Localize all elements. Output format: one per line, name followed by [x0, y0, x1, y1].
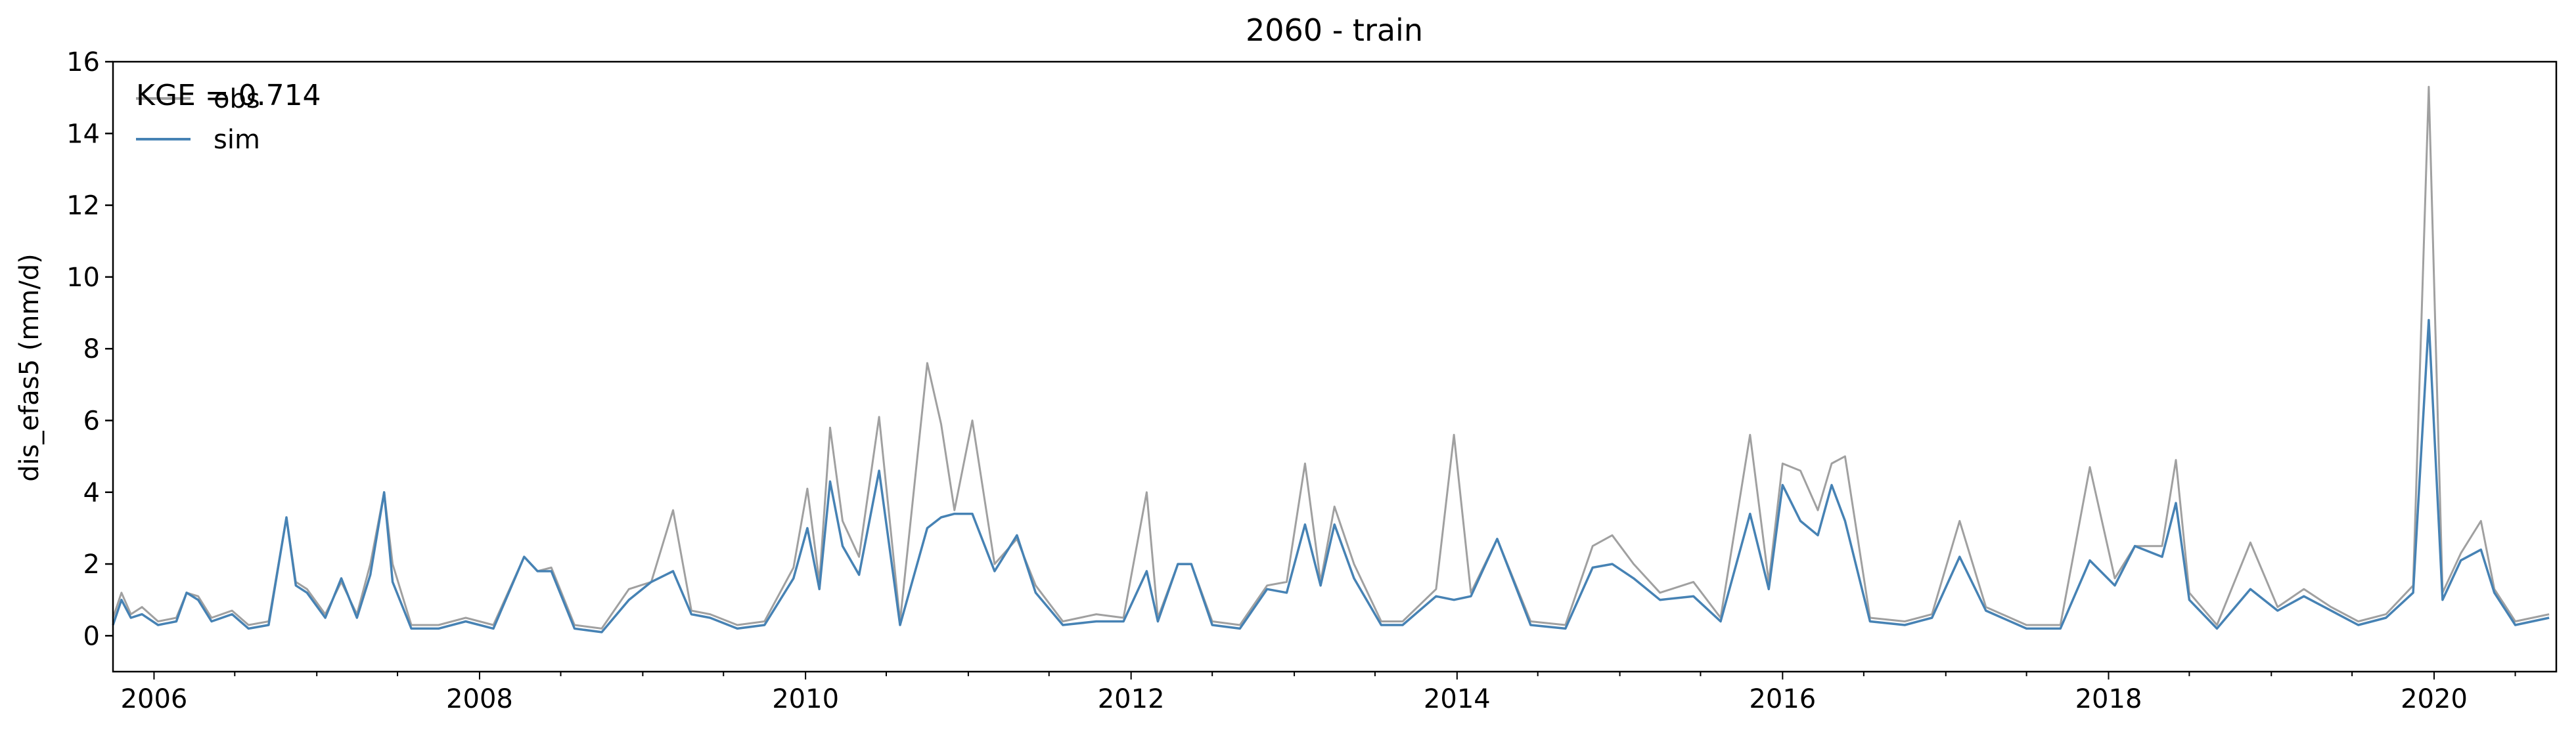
kge-annotation: KGE = 0.714: [136, 79, 321, 112]
y-tick-label: 6: [83, 406, 100, 436]
y-tick-label: 16: [66, 47, 100, 77]
x-tick-label: 2012: [1098, 684, 1165, 714]
y-tick-label: 14: [66, 119, 100, 149]
x-tick-label: 2010: [772, 684, 839, 714]
y-tick-label: 12: [66, 191, 100, 221]
y-tick-label: 8: [83, 334, 100, 364]
legend-label-obs: obs: [214, 84, 260, 114]
legend-label-sim: sim: [214, 125, 260, 155]
x-axis-ticks: 2006 2008 2010 2012 2014 2016 2018 2020: [121, 672, 2516, 714]
x-tick-label: 2018: [2075, 684, 2142, 714]
series-line-sim: [112, 318, 2550, 634]
x-tick-label: 2006: [121, 684, 188, 714]
series-layer: [112, 85, 2550, 634]
y-tick-label: 10: [66, 263, 100, 293]
y-axis-ticks: 0 2 4 6 8 10 12 14 16: [66, 47, 113, 651]
x-tick-label: 2016: [1749, 684, 1816, 714]
legend: obs sim: [136, 84, 260, 155]
x-tick-label: 2014: [1424, 684, 1491, 714]
y-axis-label: dis_efas5 (mm/d): [14, 253, 45, 482]
series-line-obs: [112, 85, 2550, 630]
y-tick-label: 4: [83, 478, 100, 508]
y-tick-label: 2: [83, 550, 100, 580]
x-tick-label: 2020: [2401, 684, 2468, 714]
plot-frame: [112, 60, 2558, 673]
y-tick-label: 0: [83, 621, 100, 651]
x-tick-label: 2008: [446, 684, 513, 714]
chart-title: 2060 - train: [1246, 12, 1423, 48]
